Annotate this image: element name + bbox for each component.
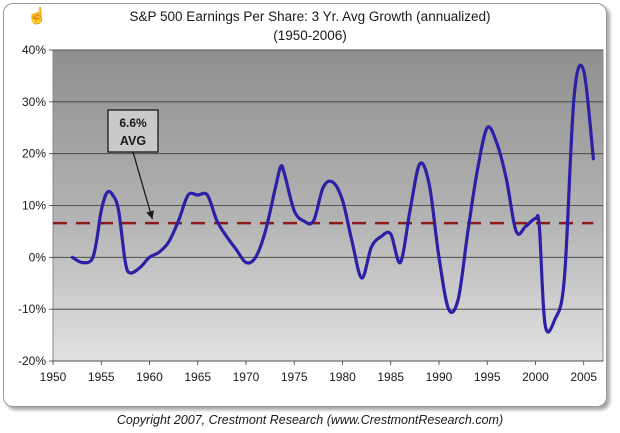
eps-growth-line <box>70 63 595 334</box>
avg-annotation-label: AVG <box>120 134 146 148</box>
avg-annotation-arrow <box>132 151 154 220</box>
y-tick-label: 20% <box>22 147 46 161</box>
x-tick-label: 1995 <box>474 370 501 384</box>
copyright-text: Copyright 2007, Crestmont Research (www.… <box>116 413 504 427</box>
avg-annotation-value: 6.6% <box>119 116 147 130</box>
arrow-head-icon <box>146 210 155 220</box>
x-tick-label: 1955 <box>88 370 115 384</box>
x-tick-label: 1980 <box>329 370 356 384</box>
y-tick-label: 0% <box>29 250 47 264</box>
x-tick-label: 1965 <box>184 370 211 384</box>
x-tick-label: 1975 <box>281 370 308 384</box>
y-tick-label: -20% <box>18 354 46 368</box>
x-tick-label: 1950 <box>40 370 67 384</box>
y-tick-label: 30% <box>22 95 46 109</box>
x-tick-label: 2005 <box>570 370 597 384</box>
x-tick-label: 1970 <box>233 370 260 384</box>
x-tick-label: 1960 <box>136 370 163 384</box>
x-tick-label: 1990 <box>426 370 453 384</box>
hand-icon: ☝ <box>27 8 47 25</box>
x-tick-label: 1985 <box>377 370 404 384</box>
y-tick-label: 10% <box>22 199 46 213</box>
y-tick-label: -10% <box>18 302 46 316</box>
y-tick-label: 40% <box>22 43 46 57</box>
chart-title: S&P 500 Earnings Per Share: 3 Yr. Avg Gr… <box>129 9 491 24</box>
chart-subtitle: (1950-2006) <box>273 28 347 43</box>
x-tick-label: 2000 <box>522 370 549 384</box>
